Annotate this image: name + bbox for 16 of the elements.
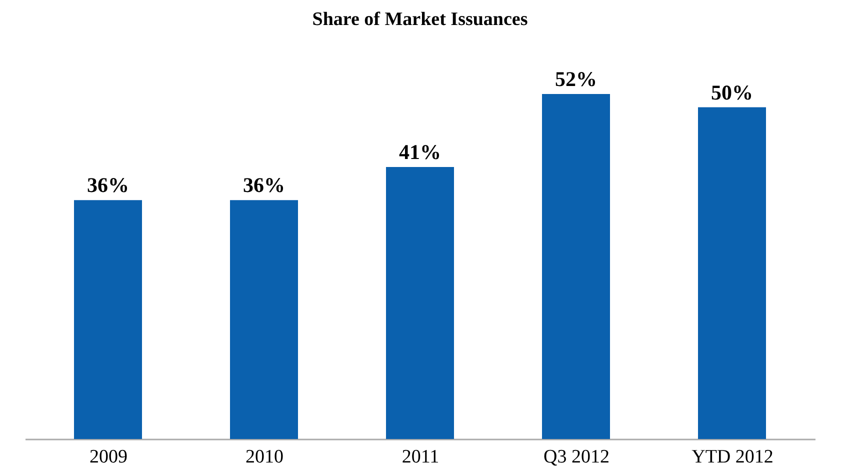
bar	[698, 107, 766, 439]
chart-title: Share of Market Issuances	[312, 9, 528, 30]
data-label: 52%	[555, 67, 597, 91]
bar	[542, 94, 610, 439]
bar	[74, 200, 142, 439]
data-label: 50%	[711, 80, 753, 104]
data-label: 36%	[243, 173, 285, 198]
data-label: 36%	[87, 173, 129, 198]
x-tick-label: Q3 2012	[544, 446, 610, 468]
x-tick-label: 2010	[246, 446, 284, 468]
x-tick-label: 2011	[402, 446, 440, 468]
x-tick-label: YTD 2012	[692, 446, 774, 468]
bar	[386, 166, 454, 439]
data-label: 41%	[399, 140, 441, 164]
bar	[230, 200, 298, 439]
x-tick-label: 2009	[90, 446, 128, 468]
